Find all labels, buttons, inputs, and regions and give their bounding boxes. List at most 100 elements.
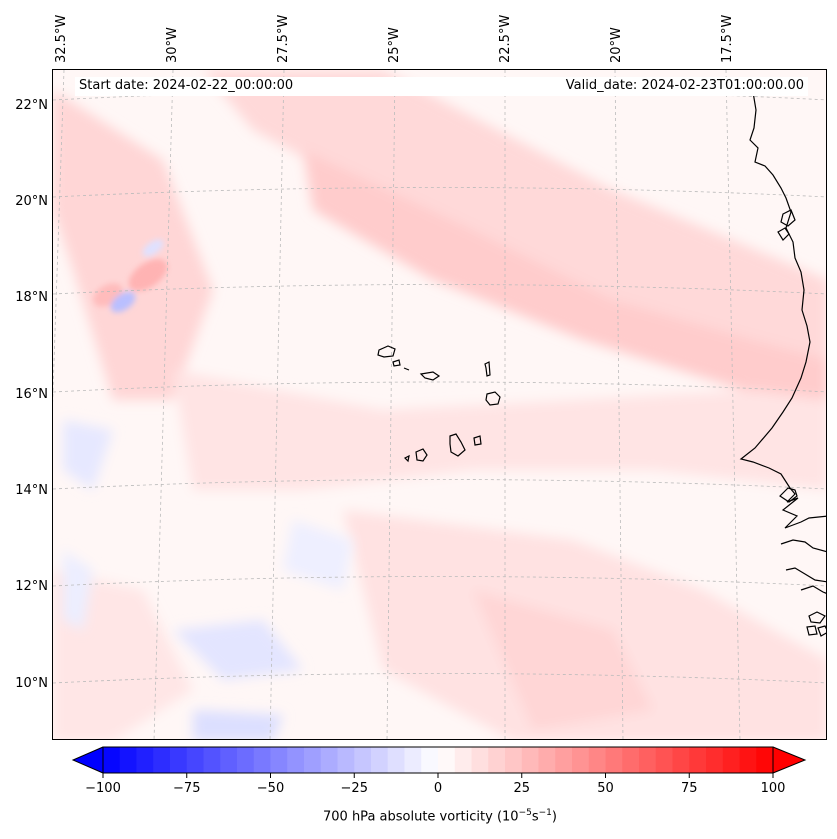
colorbar-segment xyxy=(605,747,623,773)
colorbar-max-extend xyxy=(772,746,807,774)
colorbar-segment xyxy=(237,747,255,773)
colorbar-segment xyxy=(639,747,657,773)
colorbar-segment xyxy=(354,747,372,773)
vorticity-dipole xyxy=(93,239,168,313)
colorbar-segment xyxy=(689,747,707,773)
colorbar-tick-label: 25 xyxy=(513,781,531,796)
island-sao-nicolau xyxy=(419,371,441,381)
colorbar-segment xyxy=(186,747,204,773)
colorbar-segment xyxy=(153,747,171,773)
colorbar-segment xyxy=(253,747,271,773)
colorbar-segment xyxy=(706,747,724,773)
colorbar-ticks xyxy=(102,773,774,778)
island-santo-antao xyxy=(377,345,396,358)
vorticity-band-mid xyxy=(173,370,826,490)
coast-banc-darguin xyxy=(780,209,796,227)
cabo-verde-islands xyxy=(377,345,501,463)
island-fogo xyxy=(415,448,428,462)
grid-lat-10 xyxy=(53,673,826,684)
lat-label-14n: 14°N xyxy=(15,483,48,498)
grid-lon-30 xyxy=(153,70,174,739)
island-santiago xyxy=(449,433,466,457)
lat-label-18n: 18°N xyxy=(15,290,48,305)
negative-vorticity-areas xyxy=(63,420,353,739)
colorbar-segment xyxy=(488,747,506,773)
colorbar-tick-label: 0 xyxy=(433,781,443,796)
lat-label-12n: 12°N xyxy=(15,579,48,594)
colorbar-segment xyxy=(287,747,305,773)
island-boa-vista xyxy=(485,391,501,406)
vorticity-map xyxy=(53,70,826,739)
colorbar-segment xyxy=(270,747,288,773)
colorbar-segment xyxy=(588,747,606,773)
positive-vorticity-areas xyxy=(53,70,826,739)
start-date-label: Start date: 2024-02-22_00:00:00 xyxy=(79,78,294,93)
african-coastline xyxy=(739,91,826,637)
island-sal xyxy=(484,361,491,377)
colorbar-segment xyxy=(471,747,489,773)
colorbar-segment xyxy=(320,747,338,773)
colorbar-segment xyxy=(622,747,640,773)
grid-lat-12 xyxy=(53,576,826,587)
colorbar-tick-label: −100 xyxy=(85,781,121,796)
island-santa-luzia xyxy=(403,367,410,371)
colorbar-segment xyxy=(672,747,690,773)
colorbar-segment xyxy=(136,747,154,773)
colorbar-segment xyxy=(756,747,774,773)
valid-date-label: Valid_date: 2024-02-23T01:00:00.00 xyxy=(565,78,804,93)
colorbar-segment xyxy=(739,747,757,773)
grid-lat-20 xyxy=(53,187,826,198)
colorbar-tick-label: −50 xyxy=(256,781,285,796)
colorbar-segment xyxy=(572,747,590,773)
colorbar-segment xyxy=(387,747,405,773)
lat-label-10n: 10°N xyxy=(15,676,48,691)
colorbar-tick-label: −25 xyxy=(340,781,368,796)
colorbar-tick-label: 50 xyxy=(597,781,614,796)
colorbar-title: 700 hPa absolute vorticity (10−5s−1) xyxy=(0,808,837,824)
colorbar-tick-label: 100 xyxy=(760,781,786,796)
colorbar-segment xyxy=(404,747,422,773)
coast-tidra xyxy=(777,227,790,241)
vorticity-band-core xyxy=(303,150,826,400)
grid-lat-16 xyxy=(53,381,826,393)
grid-lon-17-5 xyxy=(725,70,741,739)
coast-guinea-bissau xyxy=(800,585,826,594)
colorbar-segment xyxy=(421,747,439,773)
coast-cape-verde-peninsula xyxy=(779,487,798,503)
colorbar-segments xyxy=(103,747,774,773)
colorbar-segment xyxy=(220,747,238,773)
colorbar-segment xyxy=(454,747,472,773)
grid-lat-14 xyxy=(53,479,826,490)
colorbar-title-exp2: −1 xyxy=(538,808,552,818)
vorticity-area-southwest xyxy=(53,570,193,739)
map-panel xyxy=(52,69,827,740)
coast-mauritania-senegal xyxy=(739,91,826,529)
grid-lon-25 xyxy=(386,70,396,739)
colorbar-segment xyxy=(371,747,389,773)
colorbar-title-end: ) xyxy=(551,809,557,825)
colorbar-segment xyxy=(438,747,456,773)
lat-label-16n: 16°N xyxy=(15,387,48,402)
island-sao-vicente xyxy=(392,359,401,367)
colorbar-segment xyxy=(119,747,137,773)
lat-label-22n: 22°N xyxy=(15,98,48,113)
island-bijagos-2 xyxy=(806,625,818,636)
colorbar-segment xyxy=(337,747,355,773)
coast-gambia xyxy=(780,539,826,553)
vorticity-area-west xyxy=(53,90,213,400)
colorbar-min-extend xyxy=(71,746,104,774)
colorbar-title-text: 700 hPa absolute vorticity (10 xyxy=(323,809,519,825)
colorbar-segment xyxy=(203,747,221,773)
colorbar-segment xyxy=(304,747,322,773)
colorbar-tick-label: −75 xyxy=(173,781,201,796)
island-brava xyxy=(403,454,410,463)
colorbar-segment xyxy=(170,747,188,773)
island-bijagos-3 xyxy=(817,625,826,637)
colorbar-segment xyxy=(722,747,740,773)
grid-lon-20 xyxy=(614,70,624,739)
colorbar-segment xyxy=(521,747,539,773)
island-maio xyxy=(473,435,482,446)
colorbar-title-mid: s xyxy=(531,809,539,825)
